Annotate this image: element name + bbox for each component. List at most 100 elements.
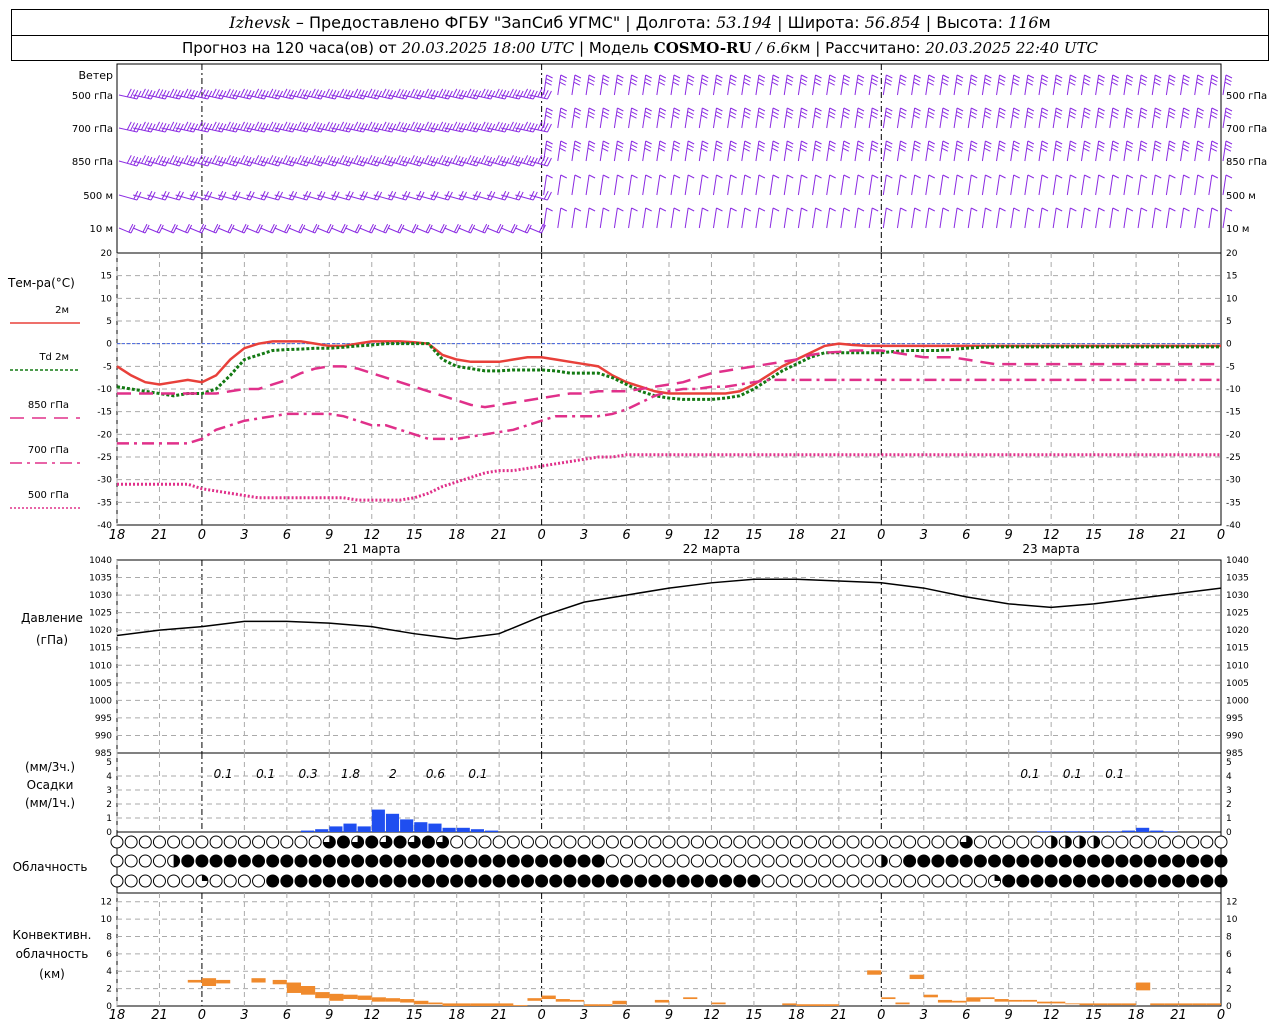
time-tick-label: 6	[283, 528, 291, 543]
temp-tick-right: -5	[1226, 362, 1235, 372]
wind-barb	[557, 140, 567, 162]
wind-barb	[628, 74, 638, 96]
cloud-symbol	[761, 874, 775, 888]
model-name: COSMO-RU	[653, 39, 752, 57]
cloud-symbol	[818, 854, 832, 868]
precip-bar	[371, 809, 385, 832]
wind-barb	[797, 74, 808, 96]
cloud-symbol	[209, 854, 223, 868]
cloud-symbol	[804, 835, 818, 849]
header-location-row: Izhevsk – Предоставлено ФГБУ "ЗапСиб УГМ…	[12, 10, 1268, 36]
cloud-symbol	[492, 854, 506, 868]
wind-barb	[783, 74, 794, 96]
wind-barb	[826, 140, 836, 162]
conv-cloud-bar	[1206, 1003, 1221, 1006]
wind-barb	[416, 155, 439, 167]
wind-barb	[698, 207, 709, 229]
time-tick-label: 18	[1128, 528, 1145, 543]
wind-barb	[416, 190, 439, 201]
wind-barb	[1095, 74, 1105, 96]
wind-barb	[288, 190, 312, 201]
time-tick-label-bottom: 0	[877, 1008, 885, 1023]
temp-tick-left: -40	[97, 521, 112, 531]
cloud-symbol	[152, 835, 166, 849]
wind-barb	[769, 207, 780, 229]
temp-tick-right: 15	[1226, 272, 1237, 282]
wind-barb	[698, 74, 709, 96]
wind-barb	[458, 88, 482, 100]
cloud-symbol	[577, 874, 591, 888]
wind-barb	[684, 74, 695, 96]
wind-barb	[911, 174, 921, 196]
time-tick-label-bottom: 6	[283, 1008, 291, 1023]
wind-barb	[458, 121, 482, 133]
wind-barb	[217, 88, 241, 100]
pressure-panel	[116, 578, 1222, 640]
wind-barb	[331, 223, 348, 234]
cloud-symbol	[1044, 874, 1058, 888]
wind-barb	[571, 207, 582, 229]
forecast-header: Izhevsk – Предоставлено ФГБУ "ЗапСиб УГМ…	[11, 9, 1269, 61]
wind-barb	[1194, 174, 1204, 196]
cloud-symbol	[1143, 835, 1157, 849]
wind-barb	[373, 223, 391, 234]
cloud-symbol	[775, 835, 789, 849]
time-tick-label-bottom: 21	[831, 1008, 848, 1023]
conv-cloud-bar	[442, 1003, 457, 1006]
conv-cloud-bar	[966, 997, 981, 1002]
cloud-symbol	[266, 874, 280, 888]
wind-barb	[896, 207, 907, 229]
cloud-symbol	[1129, 854, 1143, 868]
wind-barb	[316, 223, 334, 234]
wind-barb	[1010, 174, 1020, 196]
wind-barb	[430, 121, 453, 133]
cloud-symbol	[351, 854, 365, 868]
time-tick-label-bottom: 9	[1005, 1008, 1013, 1023]
latitude-label: | Широта:	[777, 13, 860, 32]
wind-barb	[826, 174, 836, 196]
cloud-symbol	[506, 854, 520, 868]
temp-legend-label: 700 гПа	[28, 445, 69, 456]
wind-barb	[1038, 74, 1049, 96]
cloud-symbol	[450, 835, 464, 849]
cloud-symbol	[379, 835, 393, 849]
cloud-symbol	[421, 835, 435, 849]
wind-barb	[670, 140, 681, 162]
time-tick-label: 18	[109, 528, 126, 543]
cloud-symbol	[421, 854, 435, 868]
time-tick-label: 6	[962, 528, 970, 543]
cloud-symbol	[365, 835, 379, 849]
conv-cloud-bar	[1022, 999, 1037, 1002]
cloud-symbol	[167, 835, 181, 849]
wind-barb	[132, 223, 150, 234]
cloud-symbol	[931, 874, 945, 888]
press-tick-left: 1000	[89, 696, 112, 706]
chart-grid	[116, 63, 1222, 1007]
wind-barb	[1194, 74, 1204, 96]
wind-barb	[1109, 107, 1119, 129]
wind-barb	[416, 121, 439, 133]
cloud-symbol	[1087, 835, 1101, 849]
precip-total-label: 0.1	[214, 767, 233, 781]
wind-barb	[444, 223, 461, 234]
time-tick-label-bottom: 21	[491, 1008, 508, 1023]
time-tick-label: 9	[325, 528, 333, 543]
temp-tick-right: 10	[1226, 294, 1238, 304]
wind-barb	[585, 107, 596, 129]
wind-barb	[939, 107, 950, 129]
conv-cloud-bar	[343, 994, 358, 1000]
precip-tick-right: 4	[1226, 772, 1232, 782]
cloud-symbol	[662, 854, 676, 868]
longitude-value: 53.194	[716, 13, 773, 32]
wind-barb	[882, 174, 893, 196]
model-separator: /	[756, 39, 762, 57]
wind-barb	[925, 74, 935, 96]
cloud-symbol	[237, 874, 251, 888]
cloud-symbol	[662, 874, 676, 888]
precip-unit-3h: (мм/3ч.)	[25, 760, 75, 774]
cloud-symbol	[223, 835, 237, 849]
wind-barb	[953, 174, 964, 196]
time-tick-label: 3	[580, 528, 588, 543]
cloud-symbol	[988, 874, 1002, 888]
wind-barb	[175, 121, 199, 133]
